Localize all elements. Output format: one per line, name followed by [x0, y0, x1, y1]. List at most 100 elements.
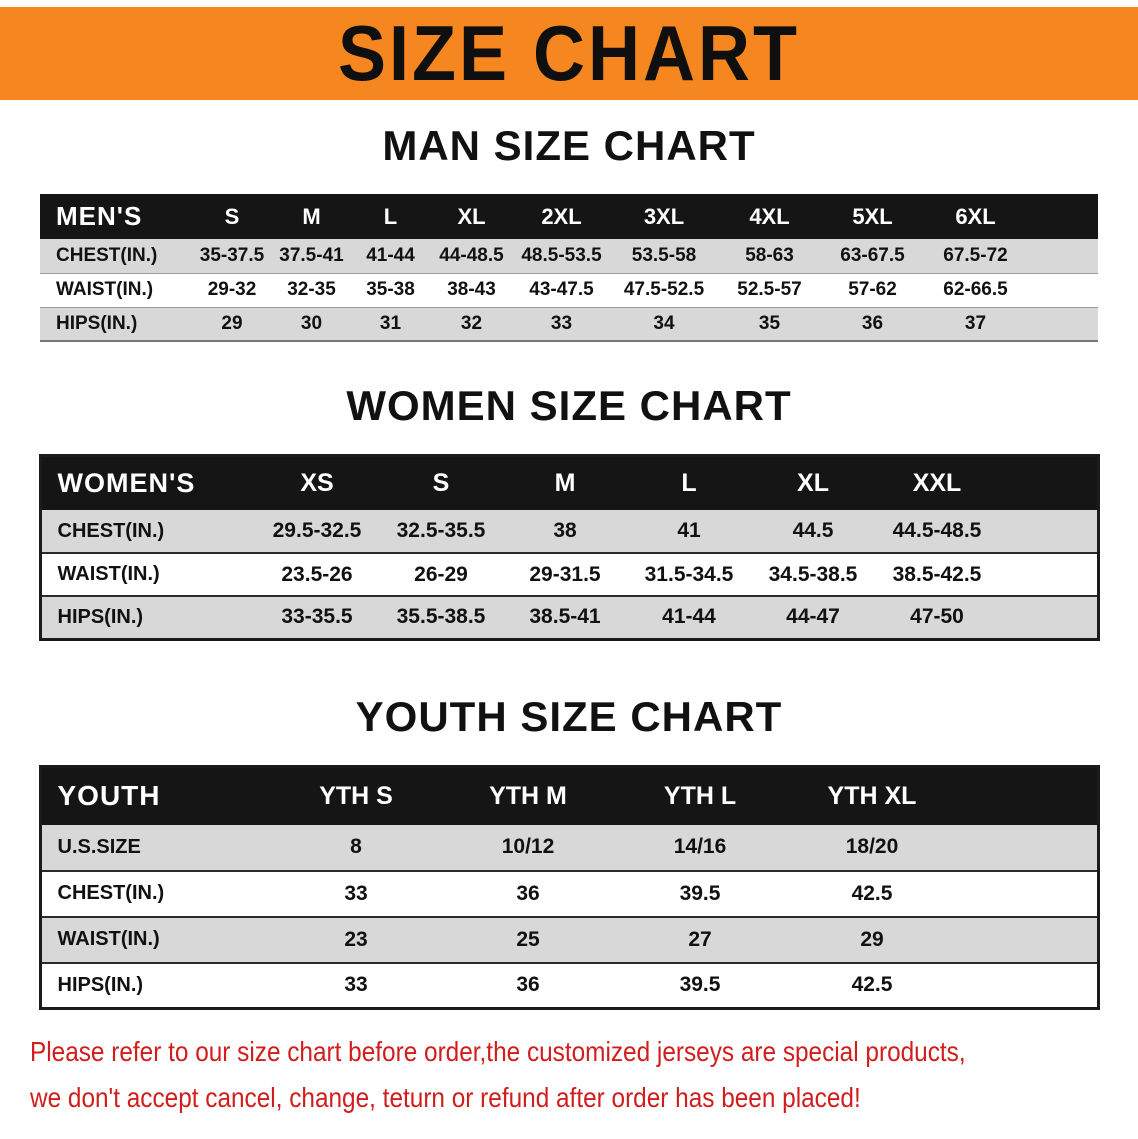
notice-line-1: Please refer to our size chart before or… [30, 1036, 966, 1067]
size-column-header: 4XL [718, 194, 821, 239]
size-value-cell: 62-66.5 [943, 279, 1008, 300]
size-value-cell: 37 [964, 312, 987, 334]
size-value-cell: 27 [688, 927, 712, 951]
size-value-cell: 35.5-38.5 [396, 605, 486, 629]
table-row: WAIST(IN.) 23.5-26 26-29 29-31.5 31.5-34.5 34… [40, 553, 1098, 596]
size-chart-page: SIZE CHART MAN SIZE CHART MEN'S S M L XL 2XL 3X… [0, 7, 1138, 1139]
size-value-cell: 36 [516, 881, 540, 905]
sections-container: MAN SIZE CHART MEN'S S M L XL 2XL 3XL 4XL 5XL 6XL C… [0, 122, 1138, 1010]
women-table-title: WOMEN'S [40, 455, 255, 510]
size-value-cell: 63-67.5 [840, 244, 905, 266]
size-value-cell: 47.5-52.5 [623, 279, 705, 300]
size-column-header: S [379, 455, 503, 510]
youth-section-heading: YOUTH SIZE CHART [355, 692, 783, 740]
women-size-chart-section: WOMEN SIZE CHART WOMEN'S XS S M L XL XXL CHEST(I… [0, 382, 1138, 641]
table-row: WAIST(IN.) 23 25 27 29 [40, 916, 1098, 963]
size-value-cell: 14/16 [673, 835, 727, 858]
banner: SIZE CHART [0, 7, 1138, 100]
size-value-cell: 47-50 [910, 605, 964, 629]
size-value-cell: 38-43 [447, 279, 496, 300]
row-label: CHEST(IN.) [56, 244, 158, 266]
header-spacer [999, 455, 1098, 510]
size-value-cell: 10/12 [501, 835, 555, 858]
size-value-cell: 44-47 [786, 605, 840, 629]
size-value-cell: 29 [221, 312, 243, 334]
size-column-header: YTH XL [786, 766, 958, 825]
women-header-row: WOMEN'S XS S M L XL XXL [40, 455, 1098, 510]
size-value-cell: 57-62 [848, 279, 897, 300]
table-row: HIPS(IN.) 33 36 39.5 42.5 [40, 962, 1098, 1009]
size-value-cell: 33 [344, 973, 368, 997]
size-value-cell: 23.5-26 [281, 562, 353, 586]
size-value-cell: 29 [860, 927, 884, 951]
size-value-cell: 33 [344, 881, 368, 905]
size-value-cell: 33 [550, 312, 573, 334]
size-value-cell: 43-47.5 [529, 279, 594, 300]
row-label: CHEST(IN.) [57, 882, 165, 904]
row-spacer [999, 596, 1098, 639]
row-label: WAIST(IN.) [57, 563, 160, 585]
size-value-cell: 41-44 [662, 605, 716, 629]
youth-header-row: YOUTH YTH S YTH M YTH L YTH XL [40, 766, 1098, 825]
row-spacer [958, 963, 1098, 1009]
size-column-header: YTH L [614, 766, 786, 825]
youth-size-table: YOUTH YTH S YTH M YTH L YTH XL U.S.SIZE 8 10/12… [38, 764, 1100, 1010]
table-row: HIPS(IN.) 29 30 31 32 33 34 35 36 37 [40, 307, 1098, 341]
size-value-cell: 44.5-48.5 [892, 519, 982, 542]
table-row: HIPS(IN.) 33-35.5 35.5-38.5 38.5-41 41-44 44-… [40, 596, 1098, 639]
row-spacer [1027, 273, 1098, 307]
size-column-header: 6XL [924, 194, 1027, 239]
size-column-header: YTH S [270, 766, 442, 825]
size-value-cell: 36 [516, 973, 540, 997]
size-value-cell: 32 [460, 312, 483, 334]
size-column-header: XL [751, 455, 875, 510]
size-column-header: L [351, 194, 430, 239]
table-row: CHEST(IN.) 33 36 39.5 42.5 [40, 870, 1098, 917]
size-value-cell: 37.5-41 [279, 244, 344, 266]
size-value-cell: 8 [350, 835, 362, 858]
row-spacer [999, 510, 1098, 553]
table-row: CHEST(IN.) 29.5-32.5 32.5-35.5 38 41 44.5 44.5… [40, 510, 1098, 553]
youth-size-chart-section: YOUTH SIZE CHART YOUTH YTH S YTH M YTH L YTH … [0, 692, 1138, 1010]
footer-notice: Please refer to our size chart before or… [30, 1036, 1138, 1114]
size-value-cell: 34.5-38.5 [768, 562, 858, 586]
header-spacer [1027, 194, 1098, 239]
row-label: HIPS(IN.) [57, 605, 144, 628]
men-size-chart-section: MAN SIZE CHART MEN'S S M L XL 2XL 3XL 4XL 5XL 6XL C… [0, 122, 1138, 342]
size-value-cell: 42.5 [851, 881, 893, 905]
size-value-cell: 42.5 [851, 973, 893, 997]
size-value-cell: 31.5-34.5 [644, 562, 734, 586]
size-value-cell: 34 [653, 312, 675, 334]
size-column-header: YTH M [442, 766, 614, 825]
row-label: HIPS(IN.) [57, 973, 144, 996]
table-row: CHEST(IN.) 35-37.5 37.5-41 41-44 44-48.5 48.5… [40, 239, 1098, 273]
size-value-cell: 48.5-53.5 [521, 244, 602, 266]
size-value-cell: 30 [300, 312, 323, 334]
size-value-cell: 32-35 [287, 279, 336, 300]
row-label: U.S.SIZE [57, 835, 141, 858]
size-column-header: 3XL [610, 194, 718, 239]
size-value-cell: 25 [516, 927, 540, 951]
youth-table-title: YOUTH [40, 766, 270, 825]
men-size-table: MEN'S S M L XL 2XL 3XL 4XL 5XL 6XL CHEST(IN.) 35-37… [40, 194, 1098, 342]
size-value-cell: 39.5 [679, 881, 721, 905]
row-spacer [1027, 307, 1098, 341]
men-table-title: MEN'S [40, 194, 192, 239]
size-value-cell: 41-44 [366, 244, 415, 266]
women-size-table: WOMEN'S XS S M L XL XXL CHEST(IN.) 29.5-32.5 32.5… [38, 454, 1100, 641]
size-value-cell: 38 [553, 519, 577, 542]
notice-line-2: we don't accept cancel, change, teturn o… [30, 1082, 861, 1113]
size-value-cell: 26-29 [414, 562, 468, 586]
row-label: HIPS(IN.) [56, 312, 138, 334]
row-spacer [958, 917, 1098, 963]
row-label: CHEST(IN.) [57, 519, 165, 542]
size-value-cell: 58-63 [745, 244, 794, 266]
size-column-header: M [272, 194, 351, 239]
row-spacer [1027, 239, 1098, 273]
size-value-cell: 35-37.5 [199, 244, 265, 266]
row-label: WAIST(IN.) [57, 928, 160, 950]
men-header-row: MEN'S S M L XL 2XL 3XL 4XL 5XL 6XL [40, 194, 1098, 239]
size-column-header: 5XL [821, 194, 924, 239]
row-label: WAIST(IN.) [56, 279, 154, 300]
size-value-cell: 44-48.5 [439, 244, 504, 266]
